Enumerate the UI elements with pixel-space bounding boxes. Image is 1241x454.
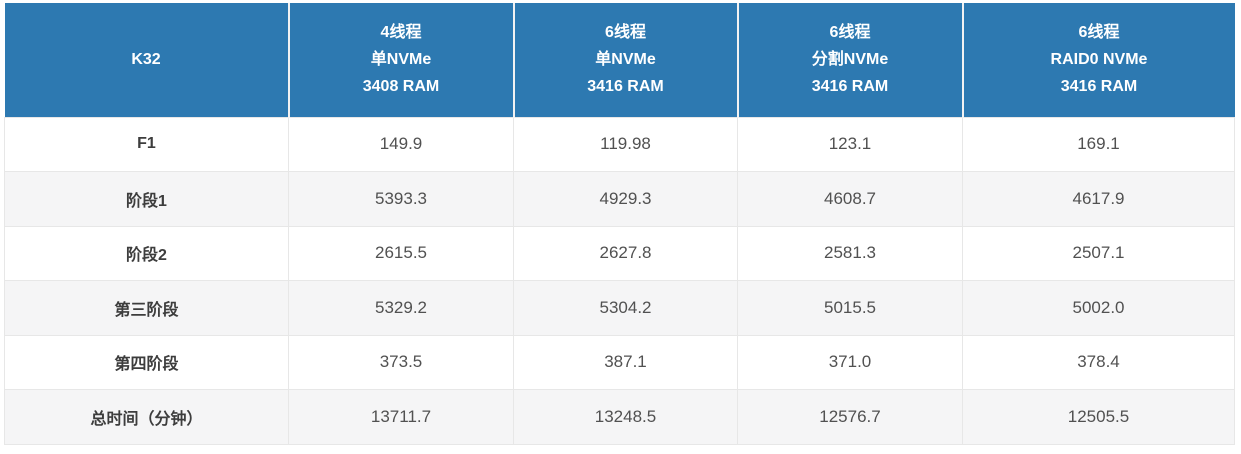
header-line: 6线程	[829, 24, 871, 42]
header-col-6thread-raid0-nvme: 6线程 RAID0 NVMe 3416 RAM	[962, 3, 1235, 117]
cell-value: 149.9	[288, 116, 514, 172]
table-row-total-time: 总时间（分钟） 13711.7 13248.5 12576.7 12505.5	[4, 389, 1235, 445]
header-line: RAID0 NVMe	[1050, 51, 1148, 69]
cell-value: 13248.5	[513, 389, 738, 445]
cell-value: 2627.8	[513, 225, 738, 281]
cell-value: 373.5	[288, 334, 514, 390]
table-row-phase2: 阶段2 2615.5 2627.8 2581.3 2507.1	[4, 225, 1235, 281]
table-body: F1 149.9 119.98 123.1 169.1 阶段1 5393.3 4…	[4, 116, 1235, 445]
table-header: K32 4线程 单NVMe 3408 RAM 6线程 单NVMe 3416 RA…	[4, 3, 1235, 117]
header-line: 4线程	[380, 24, 422, 42]
cell-value: 5015.5	[737, 280, 963, 336]
header-corner-k32: K32	[4, 3, 290, 117]
table-row-phase4: 第四阶段 373.5 387.1 371.0 378.4	[4, 334, 1235, 390]
header-line: 分割NVMe	[811, 51, 889, 69]
cell-value: 378.4	[962, 334, 1235, 390]
header-line: 3416 RAM	[1060, 78, 1138, 96]
benchmark-table: K32 4线程 单NVMe 3408 RAM 6线程 单NVMe 3416 RA…	[4, 3, 1235, 445]
header-line: 3416 RAM	[811, 78, 889, 96]
cell-value: 12505.5	[962, 389, 1235, 445]
header-col-6thread-single-nvme: 6线程 单NVMe 3416 RAM	[513, 3, 739, 117]
header-line: 单NVMe	[370, 51, 432, 69]
header-corner-label: K32	[131, 51, 161, 69]
cell-value: 4617.9	[962, 171, 1235, 227]
cell-value: 5329.2	[288, 280, 514, 336]
header-line: 6线程	[1078, 24, 1120, 42]
cell-value: 2615.5	[288, 225, 514, 281]
cell-value: 169.1	[962, 116, 1235, 172]
cell-value: 2507.1	[962, 225, 1235, 281]
cell-value: 5393.3	[288, 171, 514, 227]
row-label: F1	[4, 116, 289, 172]
header-line: 3408 RAM	[362, 78, 440, 96]
cell-value: 5002.0	[962, 280, 1235, 336]
header-line: 6线程	[605, 24, 646, 42]
header-col-6thread-split-nvme: 6线程 分割NVMe 3416 RAM	[737, 3, 964, 117]
table-row-f1: F1 149.9 119.98 123.1 169.1	[4, 116, 1235, 172]
header-line: 单NVMe	[595, 51, 656, 69]
header-line: 3416 RAM	[587, 78, 664, 96]
cell-value: 4929.3	[513, 171, 738, 227]
table-row-phase3: 第三阶段 5329.2 5304.2 5015.5 5002.0	[4, 280, 1235, 336]
cell-value: 2581.3	[737, 225, 963, 281]
cell-value: 4608.7	[737, 171, 963, 227]
cell-value: 5304.2	[513, 280, 738, 336]
cell-value: 13711.7	[288, 389, 514, 445]
cell-value: 123.1	[737, 116, 963, 172]
cell-value: 387.1	[513, 334, 738, 390]
row-label: 总时间（分钟）	[4, 389, 289, 445]
header-col-4thread-single-nvme: 4线程 单NVMe 3408 RAM	[288, 3, 515, 117]
row-label: 第四阶段	[4, 334, 289, 390]
row-label: 阶段1	[4, 171, 289, 227]
cell-value: 371.0	[737, 334, 963, 390]
row-label: 阶段2	[4, 225, 289, 281]
header-row: K32 4线程 单NVMe 3408 RAM 6线程 单NVMe 3416 RA…	[4, 3, 1235, 117]
cell-value: 119.98	[513, 116, 738, 172]
table-row-phase1: 阶段1 5393.3 4929.3 4608.7 4617.9	[4, 171, 1235, 227]
row-label: 第三阶段	[4, 280, 289, 336]
cell-value: 12576.7	[737, 389, 963, 445]
